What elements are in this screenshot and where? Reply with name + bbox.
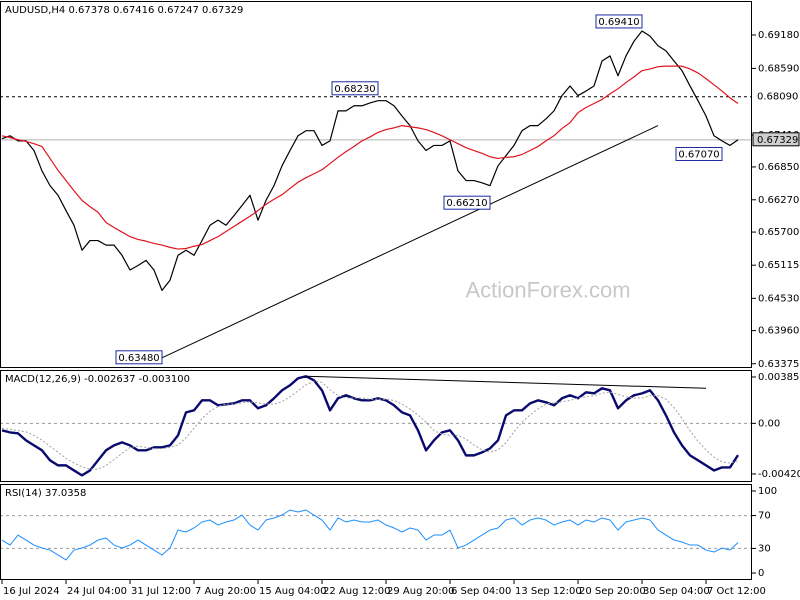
watermark: ActionForex.com	[465, 277, 630, 302]
y-tick-label: 0.66850	[758, 162, 799, 173]
trendline	[305, 375, 707, 389]
y-tick-label: 30	[758, 543, 771, 554]
x-tick-label: 16 Jul 2024	[3, 586, 60, 597]
reference-label: 0.67329	[757, 135, 798, 146]
y-tick-label: 0.69180	[758, 30, 799, 41]
y-tick-label: 0.66270	[758, 195, 799, 206]
panel-title: RSI(14) 37.0358	[5, 488, 86, 499]
trendline	[161, 125, 659, 359]
panel-frame	[0, 484, 752, 580]
y-tick-label: 0.00	[758, 418, 780, 429]
panel-plot	[1, 375, 751, 477]
reference-label: 0.68090	[757, 92, 798, 103]
annotation-box	[331, 81, 379, 96]
x-tick-label: 13 Sep 12:00	[515, 586, 582, 597]
x-tick-label: 30 Sep 04:00	[643, 586, 710, 597]
panel-plot	[1, 509, 751, 561]
x-tick-label: 29 Aug 20:00	[387, 586, 454, 597]
y-tick-label: 0.68590	[758, 63, 799, 74]
annotation-box	[595, 14, 643, 29]
annotation-box	[675, 146, 723, 161]
y-tick-label: 0.63960	[758, 326, 799, 337]
annotation-box	[443, 195, 491, 210]
x-tick-label: 15 Aug 04:00	[259, 586, 326, 597]
series-line	[1, 65, 739, 250]
annotation-label: 0.63480	[118, 353, 159, 364]
y-tick-label: 0	[758, 568, 764, 579]
series-line	[1, 380, 739, 470]
x-tick-label: 31 Jul 12:00	[131, 586, 191, 597]
x-tick-label: 24 Jul 04:00	[67, 586, 127, 597]
panel-title: MACD(12,26,9) -0.002637 -0.003100	[5, 374, 190, 385]
y-tick-label: 0.65115	[758, 260, 799, 271]
panel-plot: ActionForex.com	[1, 30, 751, 359]
annotation-label: 0.67070	[678, 149, 719, 160]
panel-frame	[0, 370, 752, 482]
panel-title: AUDUSD,H4 0.67378 0.67416 0.67247 0.6732…	[5, 5, 243, 16]
series-line	[1, 30, 739, 292]
x-tick-label: 7 Aug 20:00	[195, 586, 256, 597]
y-tick-label: 0.63375	[758, 359, 799, 370]
y-tick-label: 0.003852	[758, 372, 800, 383]
y-tick-label: 100	[758, 486, 777, 497]
y-tick-label: 70	[758, 511, 771, 522]
reference-label-box	[752, 132, 800, 147]
annotation-label: 0.68230	[334, 84, 375, 95]
annotation-label: 0.69410	[598, 17, 639, 28]
x-tick-label: 22 Aug 12:00	[323, 586, 390, 597]
annotation-label: 0.66210	[446, 198, 487, 209]
series-line	[1, 375, 740, 477]
annotation-box	[115, 350, 163, 365]
series-line	[1, 509, 739, 561]
panel-frame	[0, 1, 752, 368]
reference-label-box	[753, 89, 799, 103]
y-tick-label: 0.65700	[758, 227, 799, 238]
x-tick-label: 6 Sep 04:00	[451, 586, 511, 597]
y-tick-label: 0.64530	[758, 293, 799, 304]
y-tick-label: -0.004204	[758, 469, 800, 480]
x-tick-label: 7 Oct 12:00	[707, 586, 766, 597]
x-tick-label: 20 Sep 20:00	[579, 586, 646, 597]
